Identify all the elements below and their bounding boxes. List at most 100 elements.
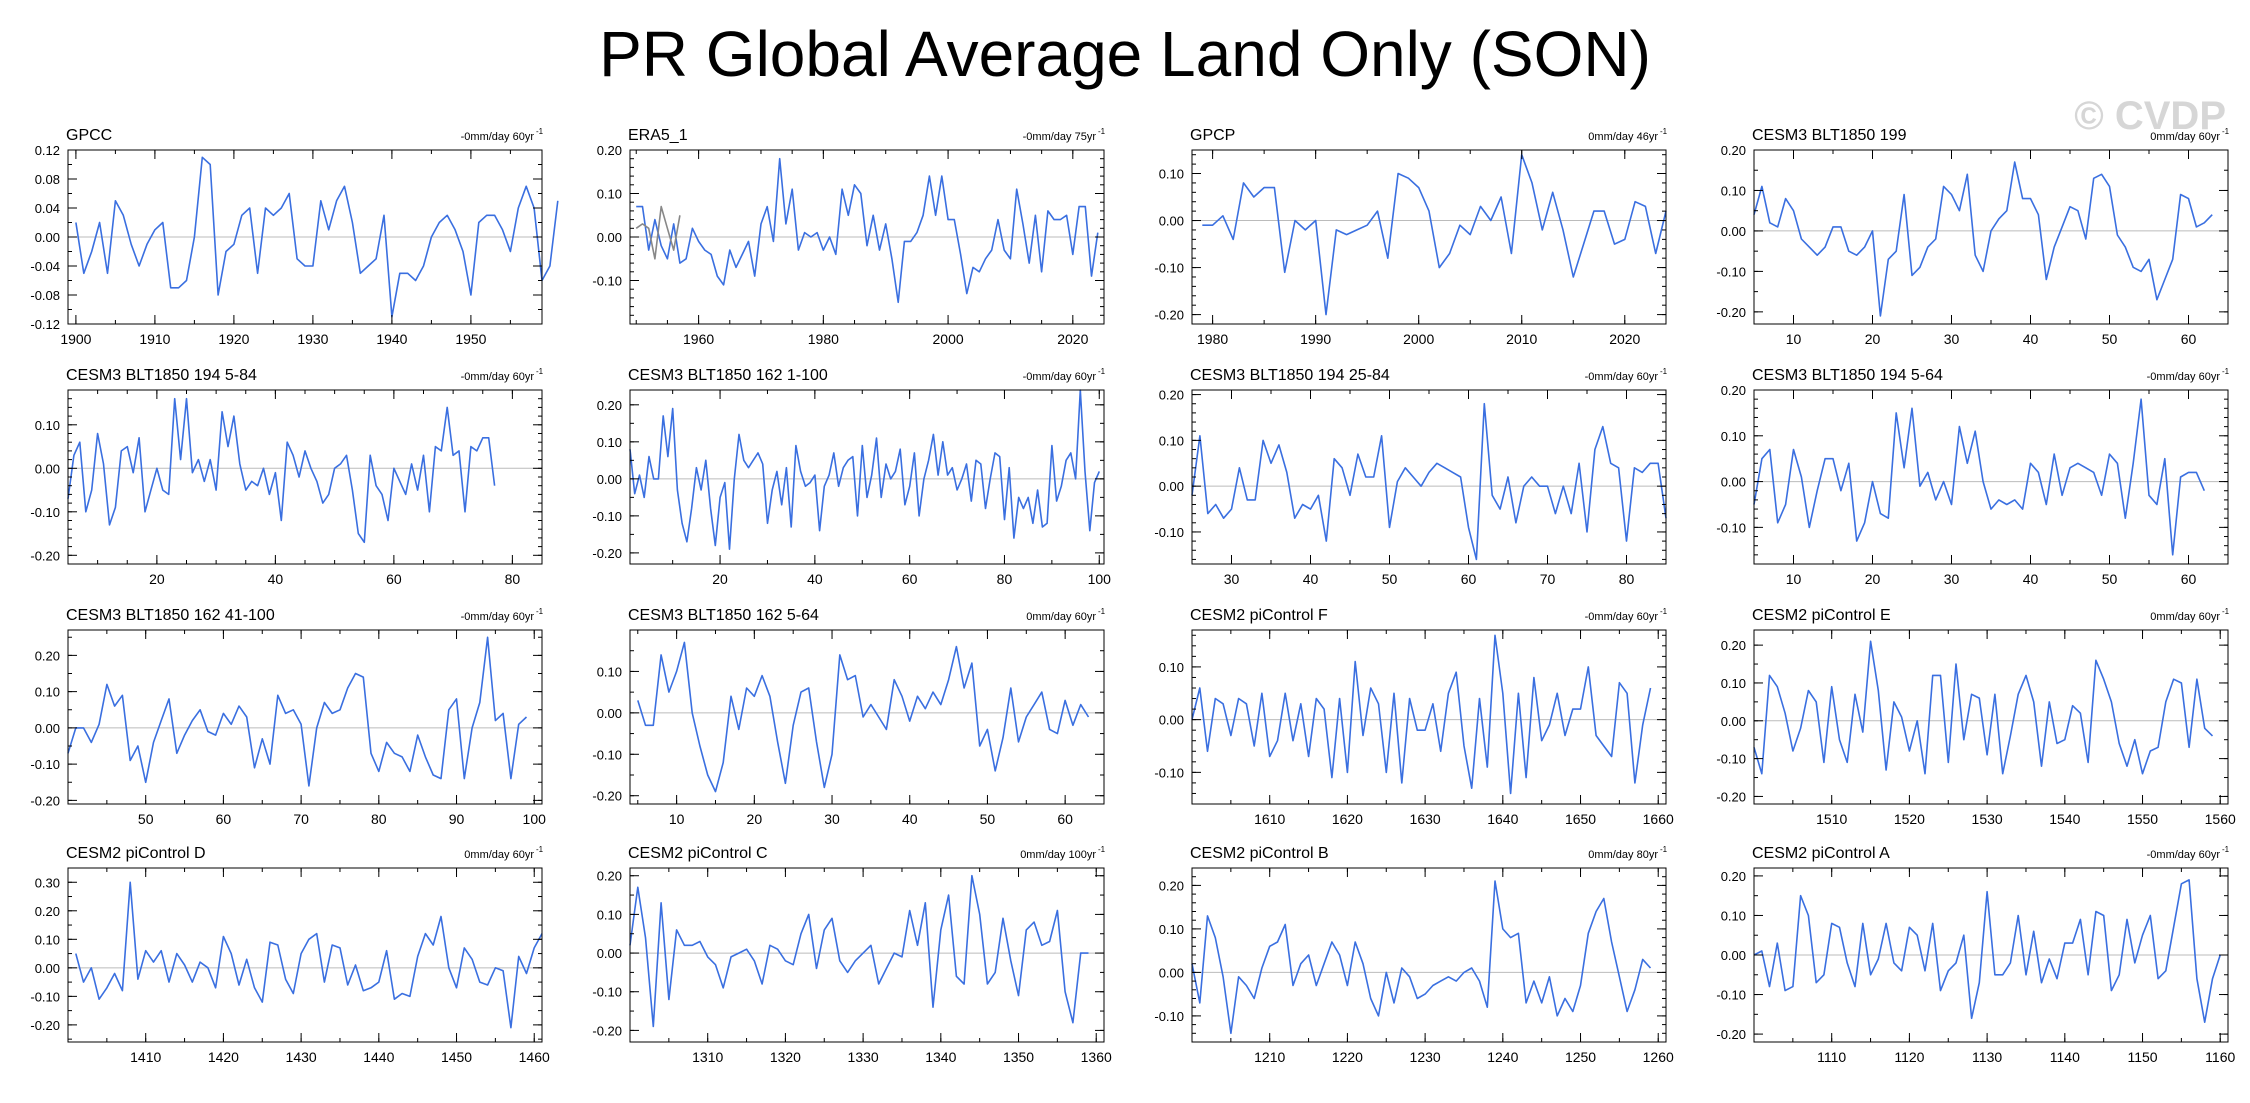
panel-trend: -0mm/day 60yr [461, 611, 535, 623]
panel-6: CESM3 BLT1850 162 1-100 -0mm/day 60yr -1 20… [592, 367, 1111, 587]
x-tick-label: 60 [1461, 571, 1477, 587]
x-tick-label: 60 [902, 571, 918, 587]
x-tick-label: 1940 [376, 331, 407, 347]
y-tick-label: 0.20 [597, 143, 622, 158]
y-tick-label: 0.00 [1159, 965, 1184, 980]
x-tick-label: 20 [149, 571, 165, 587]
panel-trend: 0mm/day 60yr [1026, 611, 1096, 623]
x-tick-label: 30 [824, 811, 840, 827]
y-tick-label: 0.00 [35, 961, 60, 976]
panel-trend-exponent: -1 [1660, 367, 1668, 376]
x-tick-label: 1980 [808, 331, 839, 347]
y-tick-label: 0.00 [1721, 224, 1746, 239]
x-tick-label: 60 [2181, 571, 2197, 587]
panel-trend: 0mm/day 100yr [1020, 849, 1096, 861]
x-tick-label: 1990 [1300, 331, 1331, 347]
panel-title: CESM3 BLT1850 162 41-100 [66, 607, 275, 624]
y-tick-label: 0.10 [597, 907, 622, 922]
plot-frame [1191, 389, 1667, 565]
panel-9: CESM3 BLT1850 162 41-100 -0mm/day 60yr -1 5… [30, 607, 546, 827]
x-tick-label: 20 [1865, 331, 1881, 347]
x-tick-label: 60 [386, 571, 402, 587]
x-tick-label: 40 [807, 571, 823, 587]
y-tick-label: 0.00 [1721, 475, 1746, 490]
panel-trend-exponent: -1 [2222, 127, 2230, 136]
y-tick-label: 0.20 [1159, 388, 1184, 403]
x-tick-label: 100 [1088, 571, 1112, 587]
x-tick-label: 1660 [1643, 811, 1674, 827]
panel-title: GPCP [1190, 127, 1235, 144]
y-tick-label: 0.10 [35, 685, 60, 700]
x-tick-label: 50 [2102, 331, 2118, 347]
y-tick-label: 0.20 [35, 904, 60, 919]
y-tick-label: 0.10 [1721, 908, 1746, 923]
y-tick-label: -0.04 [30, 259, 60, 274]
plot-frame [629, 389, 1105, 565]
x-tick-label: 1210 [1254, 1049, 1285, 1065]
x-tick-label: 70 [1540, 571, 1556, 587]
panel-title: CESM2 piControl A [1752, 845, 1890, 862]
x-tick-label: 1910 [139, 331, 170, 347]
x-tick-label: 40 [1303, 571, 1319, 587]
series-line [67, 636, 528, 787]
panel-title: CESM3 BLT1850 194 25-84 [1190, 367, 1390, 384]
y-tick-label: 0.20 [1721, 638, 1746, 653]
y-tick-label: 0.10 [35, 932, 60, 947]
y-tick-label: -0.10 [592, 274, 622, 289]
panel-8: CESM3 BLT1850 194 5-64 -0mm/day 60yr -1 10 2… [1716, 367, 2229, 587]
cvdp-watermark: © CVDP [2074, 94, 2226, 138]
y-tick-label: 0.00 [597, 706, 622, 721]
y-tick-label: 0.00 [35, 721, 60, 736]
series-line [629, 874, 1089, 1028]
x-tick-label: 1160 [2205, 1049, 2235, 1065]
x-tick-label: 1130 [1972, 1049, 2002, 1065]
plot-frame [629, 867, 1105, 1043]
panel-trend-exponent: -1 [1660, 845, 1668, 854]
panel-trend-exponent: -1 [2222, 367, 2230, 376]
panel-title: CESM3 BLT1850 162 5-64 [628, 607, 819, 624]
x-tick-label: 1250 [1565, 1049, 1596, 1065]
plot-frame [67, 629, 543, 805]
panel-11: CESM2 piControl F -0mm/day 60yr -1 1610 1620… [1154, 607, 1674, 827]
x-tick-label: 1510 [1816, 811, 1847, 827]
y-tick-label: -0.10 [30, 989, 60, 1004]
series-line [1753, 161, 2213, 317]
panel-trend: 0mm/day 60yr [464, 849, 534, 861]
plot-frame [1753, 629, 2229, 805]
y-tick-label: 0.00 [1721, 714, 1746, 729]
panel-title: CESM2 piControl F [1190, 607, 1328, 624]
plot-frame [1191, 629, 1667, 805]
panel-5: CESM3 BLT1850 194 5-84 -0mm/day 60yr -1 20 4… [30, 367, 543, 587]
y-tick-label: -0.10 [1154, 525, 1184, 540]
panel-trend: -0mm/day 60yr [1023, 371, 1097, 383]
y-tick-label: -0.20 [1716, 789, 1746, 804]
y-tick-label: 0.00 [35, 461, 60, 476]
x-tick-label: 1550 [2127, 811, 2158, 827]
x-tick-label: 1410 [130, 1049, 161, 1065]
y-tick-label: -0.20 [30, 793, 60, 808]
x-tick-label: 1530 [1972, 811, 2003, 827]
series-line [1191, 634, 1652, 795]
y-tick-label: -0.20 [592, 546, 622, 561]
panel-10: CESM3 BLT1850 162 5-64 0mm/day 60yr -1 10 20… [592, 607, 1105, 827]
panel-trend: -0mm/day 60yr [1585, 371, 1659, 383]
panel-title: ERA5_1 [628, 127, 688, 144]
panel-title: CESM2 piControl B [1190, 845, 1329, 862]
series-line [1202, 153, 1667, 316]
y-tick-label: 0.10 [597, 435, 622, 450]
x-tick-label: 1630 [1410, 811, 1441, 827]
x-tick-label: 1320 [770, 1049, 801, 1065]
x-tick-label: 80 [1619, 571, 1635, 587]
panel-trend-exponent: -1 [1098, 127, 1106, 136]
panel-trend: 0mm/day 80yr [1588, 849, 1658, 861]
panel-title: CESM3 BLT1850 194 5-84 [66, 367, 257, 384]
x-tick-label: 1640 [1487, 811, 1518, 827]
plot-frame [67, 389, 543, 565]
panel-1: GPCC -0mm/day 60yr -1 1900 1910 1920 1930 1940 1… [30, 127, 559, 347]
panel-title: CESM3 BLT1850 199 [1752, 127, 1907, 144]
y-tick-label: -0.10 [1716, 752, 1746, 767]
y-tick-label: 0.10 [1721, 676, 1746, 691]
series-line [637, 641, 1090, 793]
x-tick-label: 1450 [441, 1049, 472, 1065]
